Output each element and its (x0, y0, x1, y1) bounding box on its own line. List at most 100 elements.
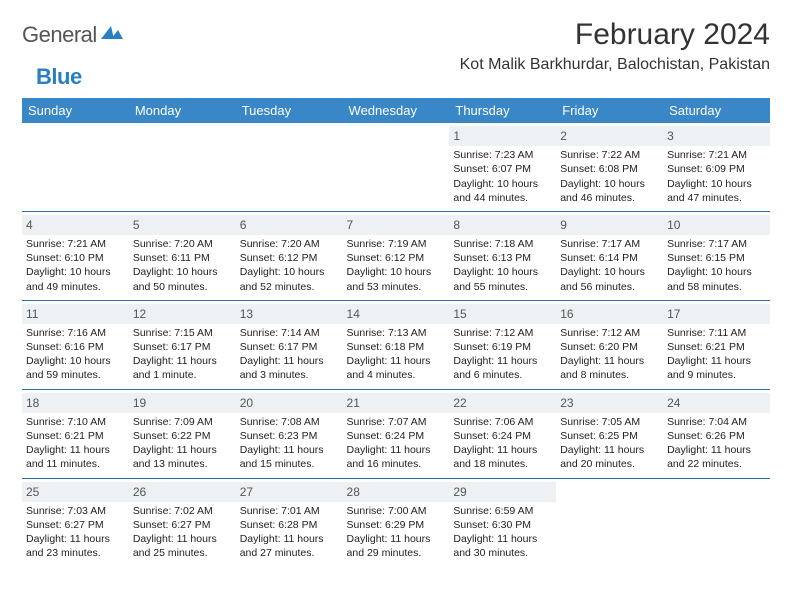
day-number: 14 (343, 304, 450, 324)
daylight-text: Daylight: 11 hours and 25 minutes. (133, 532, 232, 560)
sunrise-text: Sunrise: 7:01 AM (240, 504, 339, 518)
month-title: February 2024 (460, 18, 770, 52)
calendar-cell: 8Sunrise: 7:18 AMSunset: 6:13 PMDaylight… (449, 211, 556, 300)
daylight-text: Daylight: 11 hours and 20 minutes. (560, 443, 659, 471)
sunset-text: Sunset: 6:17 PM (240, 340, 339, 354)
daylight-text: Daylight: 11 hours and 16 minutes. (347, 443, 446, 471)
calendar-cell: 1Sunrise: 7:23 AMSunset: 6:07 PMDaylight… (449, 123, 556, 211)
daylight-text: Daylight: 10 hours and 58 minutes. (667, 265, 766, 293)
sunset-text: Sunset: 6:10 PM (26, 251, 125, 265)
sunset-text: Sunset: 6:18 PM (347, 340, 446, 354)
sunrise-text: Sunrise: 7:02 AM (133, 504, 232, 518)
day-number: 19 (129, 393, 236, 413)
calendar-cell: 14Sunrise: 7:13 AMSunset: 6:18 PMDayligh… (343, 300, 450, 389)
sunrise-text: Sunrise: 7:14 AM (240, 326, 339, 340)
day-number: 25 (22, 482, 129, 502)
daylight-text: Daylight: 11 hours and 29 minutes. (347, 532, 446, 560)
daylight-text: Daylight: 11 hours and 1 minute. (133, 354, 232, 382)
sunrise-text: Sunrise: 7:22 AM (560, 148, 659, 162)
calendar-cell: 17Sunrise: 7:11 AMSunset: 6:21 PMDayligh… (663, 300, 770, 389)
sunrise-text: Sunrise: 6:59 AM (453, 504, 552, 518)
sunset-text: Sunset: 6:17 PM (133, 340, 232, 354)
daylight-text: Daylight: 10 hours and 56 minutes. (560, 265, 659, 293)
sunset-text: Sunset: 6:23 PM (240, 429, 339, 443)
weekday-header: Thursday (449, 98, 556, 123)
sunset-text: Sunset: 6:25 PM (560, 429, 659, 443)
calendar-cell: 3Sunrise: 7:21 AMSunset: 6:09 PMDaylight… (663, 123, 770, 211)
sunrise-text: Sunrise: 7:12 AM (560, 326, 659, 340)
sunset-text: Sunset: 6:12 PM (347, 251, 446, 265)
day-number: 22 (449, 393, 556, 413)
sunrise-text: Sunrise: 7:03 AM (26, 504, 125, 518)
daylight-text: Daylight: 10 hours and 46 minutes. (560, 177, 659, 205)
daylight-text: Daylight: 10 hours and 49 minutes. (26, 265, 125, 293)
daylight-text: Daylight: 10 hours and 59 minutes. (26, 354, 125, 382)
sunrise-text: Sunrise: 7:18 AM (453, 237, 552, 251)
daylight-text: Daylight: 11 hours and 18 minutes. (453, 443, 552, 471)
day-number: 10 (663, 215, 770, 235)
calendar-cell: 24 Sunrise: 7:04 AMSunset: 6:26 PMDayligh… (663, 389, 770, 478)
weekday-header: Sunday (22, 98, 129, 123)
sunrise-text: Sunrise: 7:17 AM (560, 237, 659, 251)
calendar-cell: 10Sunrise: 7:17 AMSunset: 6:15 PMDayligh… (663, 211, 770, 300)
sunset-text: Sunset: 6:22 PM (133, 429, 232, 443)
daylight-text: Daylight: 11 hours and 13 minutes. (133, 443, 232, 471)
sunrise-text: Sunrise: 7:13 AM (347, 326, 446, 340)
daylight-text: Daylight: 11 hours and 11 minutes. (26, 443, 125, 471)
daylight-text: Daylight: 11 hours and 15 minutes. (240, 443, 339, 471)
calendar-row: 18Sunrise: 7:10 AMSunset: 6:21 PMDayligh… (22, 389, 770, 478)
sunrise-text: Sunrise: 7:06 AM (453, 415, 552, 429)
day-number: 26 (129, 482, 236, 502)
daylight-text: Daylight: 11 hours and 30 minutes. (453, 532, 552, 560)
sunrise-text: Sunrise: 7:04 AM (667, 415, 766, 429)
calendar-row: 4Sunrise: 7:21 AMSunset: 6:10 PMDaylight… (22, 211, 770, 300)
sunset-text: Sunset: 6:09 PM (667, 162, 766, 176)
weekday-header: Friday (556, 98, 663, 123)
sunset-text: Sunset: 6:30 PM (453, 518, 552, 532)
calendar-cell: 9 Sunrise: 7:17 AMSunset: 6:14 PMDaylight… (556, 211, 663, 300)
daylight-text: Daylight: 11 hours and 6 minutes. (453, 354, 552, 382)
sunrise-text: Sunrise: 7:08 AM (240, 415, 339, 429)
calendar-table: SundayMondayTuesdayWednesdayThursdayFrid… (22, 98, 770, 566)
sunset-text: Sunset: 6:26 PM (667, 429, 766, 443)
sunset-text: Sunset: 6:20 PM (560, 340, 659, 354)
weekday-header: Monday (129, 98, 236, 123)
weekday-header: Saturday (663, 98, 770, 123)
day-number: 1 (449, 126, 556, 146)
day-number: 11 (22, 304, 129, 324)
sunrise-text: Sunrise: 7:21 AM (26, 237, 125, 251)
day-number: 7 (343, 215, 450, 235)
day-number: 20 (236, 393, 343, 413)
title-block: February 2024 Kot Malik Barkhurdar, Balo… (460, 18, 770, 74)
day-number: 18 (22, 393, 129, 413)
calendar-cell (236, 123, 343, 211)
day-number: 9 (556, 215, 663, 235)
sunrise-text: Sunrise: 7:11 AM (667, 326, 766, 340)
calendar-cell: 4Sunrise: 7:21 AMSunset: 6:10 PMDaylight… (22, 211, 129, 300)
sunrise-text: Sunrise: 7:15 AM (133, 326, 232, 340)
calendar-cell: 26Sunrise: 7:02 AMSunset: 6:27 PMDayligh… (129, 478, 236, 566)
daylight-text: Daylight: 11 hours and 27 minutes. (240, 532, 339, 560)
sunset-text: Sunset: 6:24 PM (347, 429, 446, 443)
daylight-text: Daylight: 10 hours and 53 minutes. (347, 265, 446, 293)
day-number: 21 (343, 393, 450, 413)
day-number: 6 (236, 215, 343, 235)
sunset-text: Sunset: 6:14 PM (560, 251, 659, 265)
sunset-text: Sunset: 6:16 PM (26, 340, 125, 354)
sunrise-text: Sunrise: 7:20 AM (240, 237, 339, 251)
sunset-text: Sunset: 6:24 PM (453, 429, 552, 443)
sunset-text: Sunset: 6:11 PM (133, 251, 232, 265)
sunset-text: Sunset: 6:15 PM (667, 251, 766, 265)
day-number: 3 (663, 126, 770, 146)
calendar-cell: 11Sunrise: 7:16 AMSunset: 6:16 PMDayligh… (22, 300, 129, 389)
sunset-text: Sunset: 6:19 PM (453, 340, 552, 354)
calendar-head: SundayMondayTuesdayWednesdayThursdayFrid… (22, 98, 770, 123)
sunrise-text: Sunrise: 7:10 AM (26, 415, 125, 429)
calendar-cell: 15Sunrise: 7:12 AMSunset: 6:19 PMDayligh… (449, 300, 556, 389)
calendar-cell: 6Sunrise: 7:20 AMSunset: 6:12 PMDaylight… (236, 211, 343, 300)
daylight-text: Daylight: 11 hours and 22 minutes. (667, 443, 766, 471)
daylight-text: Daylight: 10 hours and 50 minutes. (133, 265, 232, 293)
day-number: 24 (663, 393, 770, 413)
day-number: 12 (129, 304, 236, 324)
sunset-text: Sunset: 6:12 PM (240, 251, 339, 265)
